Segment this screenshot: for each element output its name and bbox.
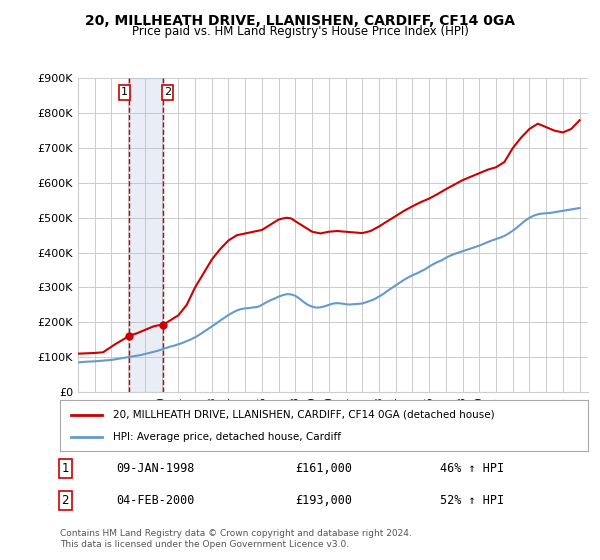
Text: 46% ↑ HPI: 46% ↑ HPI [440, 461, 504, 475]
Text: Price paid vs. HM Land Registry's House Price Index (HPI): Price paid vs. HM Land Registry's House … [131, 25, 469, 38]
Text: 2: 2 [62, 494, 69, 507]
Text: £193,000: £193,000 [296, 494, 353, 507]
Text: £161,000: £161,000 [296, 461, 353, 475]
Text: 2: 2 [164, 87, 171, 97]
Text: 1: 1 [121, 87, 128, 97]
Text: 20, MILLHEATH DRIVE, LLANISHEN, CARDIFF, CF14 0GA: 20, MILLHEATH DRIVE, LLANISHEN, CARDIFF,… [85, 14, 515, 28]
Text: 52% ↑ HPI: 52% ↑ HPI [440, 494, 504, 507]
Text: Contains HM Land Registry data © Crown copyright and database right 2024.
This d: Contains HM Land Registry data © Crown c… [60, 529, 412, 549]
Text: 20, MILLHEATH DRIVE, LLANISHEN, CARDIFF, CF14 0GA (detached house): 20, MILLHEATH DRIVE, LLANISHEN, CARDIFF,… [113, 409, 494, 419]
Text: HPI: Average price, detached house, Cardiff: HPI: Average price, detached house, Card… [113, 432, 341, 442]
Bar [128, 78, 163, 392]
Text: 09-JAN-1998: 09-JAN-1998 [116, 461, 194, 475]
Text: 04-FEB-2000: 04-FEB-2000 [116, 494, 194, 507]
Text: 1: 1 [62, 461, 69, 475]
